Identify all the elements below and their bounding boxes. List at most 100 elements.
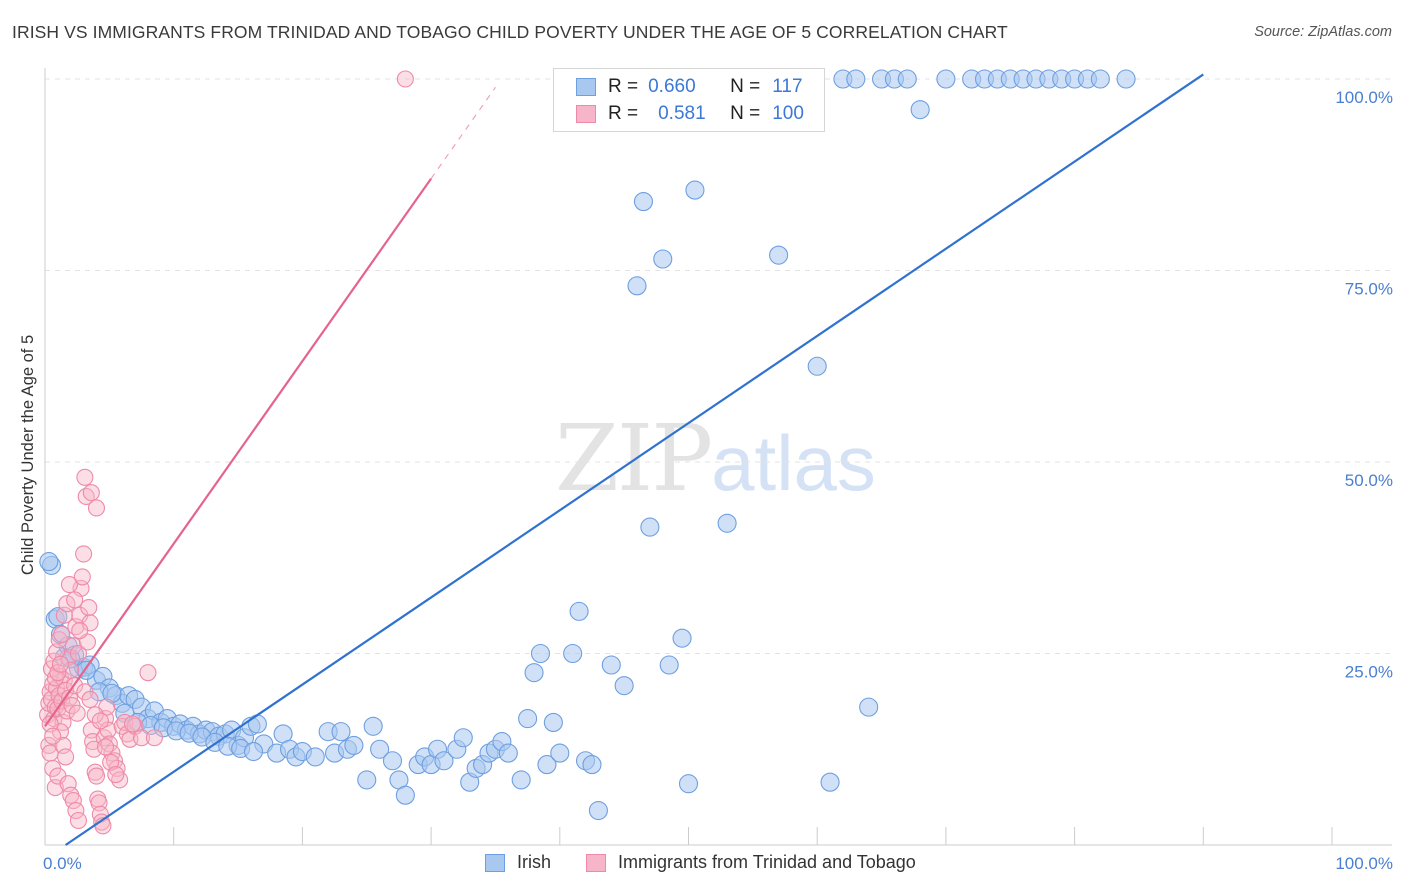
irish-point	[363, 716, 383, 736]
irish-r-value: 0.660	[648, 76, 696, 97]
y-tick-label: 75.0%	[1345, 280, 1393, 299]
grid-lines	[45, 78, 1392, 654]
irish-point	[563, 643, 583, 664]
watermark: ZIPatlas	[555, 405, 876, 512]
trinidad-point	[58, 595, 76, 613]
y-axis-label: Child Poverty Under the Age of 5	[19, 335, 37, 575]
irish-point	[530, 643, 551, 664]
trinidad-legend-swatch	[586, 853, 606, 872]
trinidad-point	[66, 591, 84, 609]
irish-point	[537, 755, 557, 775]
trinidad-point	[69, 811, 88, 830]
irish-point	[344, 735, 364, 755]
irish-legend-swatch	[485, 853, 505, 872]
irish-point	[672, 628, 692, 648]
trinidad-point	[64, 792, 82, 810]
irish-n-label: N =	[730, 76, 761, 97]
irish-point	[897, 69, 917, 89]
trinidad-point	[51, 655, 69, 673]
irish-point	[627, 276, 647, 296]
irish-r-label: R =	[608, 76, 639, 97]
irish-point	[395, 785, 415, 805]
trinidad-point	[91, 712, 109, 730]
irish-point	[640, 517, 660, 537]
trinidad-point	[75, 545, 93, 563]
trinidad-point	[82, 484, 100, 502]
trinidad-r-value: 0.581	[658, 103, 706, 124]
irish-points	[39, 69, 1136, 821]
irish-point	[1116, 69, 1136, 89]
irish-point	[550, 743, 570, 763]
irish-point	[453, 728, 473, 748]
trinidad-legend-label: Immigrants from Trinidad and Tobago	[618, 852, 916, 872]
trinidad-n-value: 100	[772, 103, 804, 124]
trinidad-point	[107, 765, 125, 784]
trinidad-n-label: N =	[730, 103, 761, 124]
irish-point	[48, 607, 68, 627]
trinidad-point	[87, 499, 106, 517]
series-legend: Irish Immigrants from Trinidad and Tobag…	[0, 852, 1406, 876]
irish-point	[588, 800, 608, 821]
trinidad-point	[123, 715, 142, 733]
trinidad-point	[80, 598, 98, 617]
y-tick-label: 25.0%	[1345, 663, 1393, 682]
trinidad-point	[53, 625, 71, 643]
chart-title: IRISH VS IMMIGRANTS FROM TRINIDAD AND TO…	[12, 22, 1008, 42]
trinidad-trend-line	[44, 177, 432, 727]
trinidad-point	[58, 702, 76, 720]
irish-point	[685, 180, 705, 200]
irish-point	[601, 655, 621, 675]
irish-point	[243, 741, 264, 762]
legend-item-trinidad[interactable]: Immigrants from Trinidad and Tobago	[586, 852, 916, 873]
trend-lines	[44, 73, 1204, 846]
trinidad-point	[145, 729, 163, 747]
correlation-legend: R = 0.660 N = 117 R = 0.581 N = 100	[553, 68, 825, 132]
trinidad-point	[76, 468, 94, 486]
irish-point	[518, 709, 538, 729]
trinidad-point	[396, 70, 414, 88]
trinidad-point	[73, 568, 91, 586]
trinidad-point	[69, 644, 88, 663]
irish-point	[370, 739, 390, 759]
irish-point	[543, 712, 563, 732]
irish-point	[846, 69, 866, 89]
irish-point	[582, 755, 602, 775]
trinidad-points	[39, 70, 414, 835]
trinidad-point	[60, 576, 79, 594]
legend-row-trinidad: R = 0.581 N = 100	[576, 102, 804, 126]
trinidad-point	[71, 621, 89, 640]
axes	[44, 68, 1392, 846]
trinidad-point	[81, 690, 99, 709]
irish-point	[247, 714, 267, 734]
trinidad-point	[132, 729, 151, 747]
trinidad-swatch	[576, 105, 596, 123]
trinidad-point	[57, 748, 75, 766]
irish-point	[102, 683, 122, 703]
irish-point	[820, 772, 840, 792]
x-tick-label: 100.0%	[1335, 854, 1393, 873]
irish-point	[678, 774, 699, 794]
irish-point	[859, 697, 879, 717]
legend-item-irish[interactable]: Irish	[485, 852, 551, 873]
trinidad-point	[139, 664, 157, 682]
irish-point	[936, 69, 956, 89]
irish-swatch	[576, 78, 596, 96]
irish-trend-line	[64, 73, 1204, 846]
irish-point	[717, 513, 737, 533]
tick-labels: 25.0% 50.0% 75.0% 100.0% 0.0% 100.0% Child Pov…	[19, 88, 1393, 873]
irish-point	[39, 552, 59, 572]
irish-point	[331, 722, 351, 742]
trinidad-point	[44, 727, 62, 745]
trinidad-point	[67, 801, 85, 820]
irish-point	[633, 192, 654, 212]
irish-point	[659, 655, 679, 675]
irish-point	[524, 663, 544, 683]
irish-point	[498, 743, 518, 763]
legend-row-irish: R = 0.660 N = 117	[576, 75, 803, 99]
trinidad-r-label: R =	[608, 103, 639, 124]
x-tick-label: 0.0%	[43, 854, 82, 873]
trinidad-trend-extension	[430, 86, 496, 179]
trinidad-point	[87, 767, 106, 785]
irish-point	[511, 770, 531, 790]
